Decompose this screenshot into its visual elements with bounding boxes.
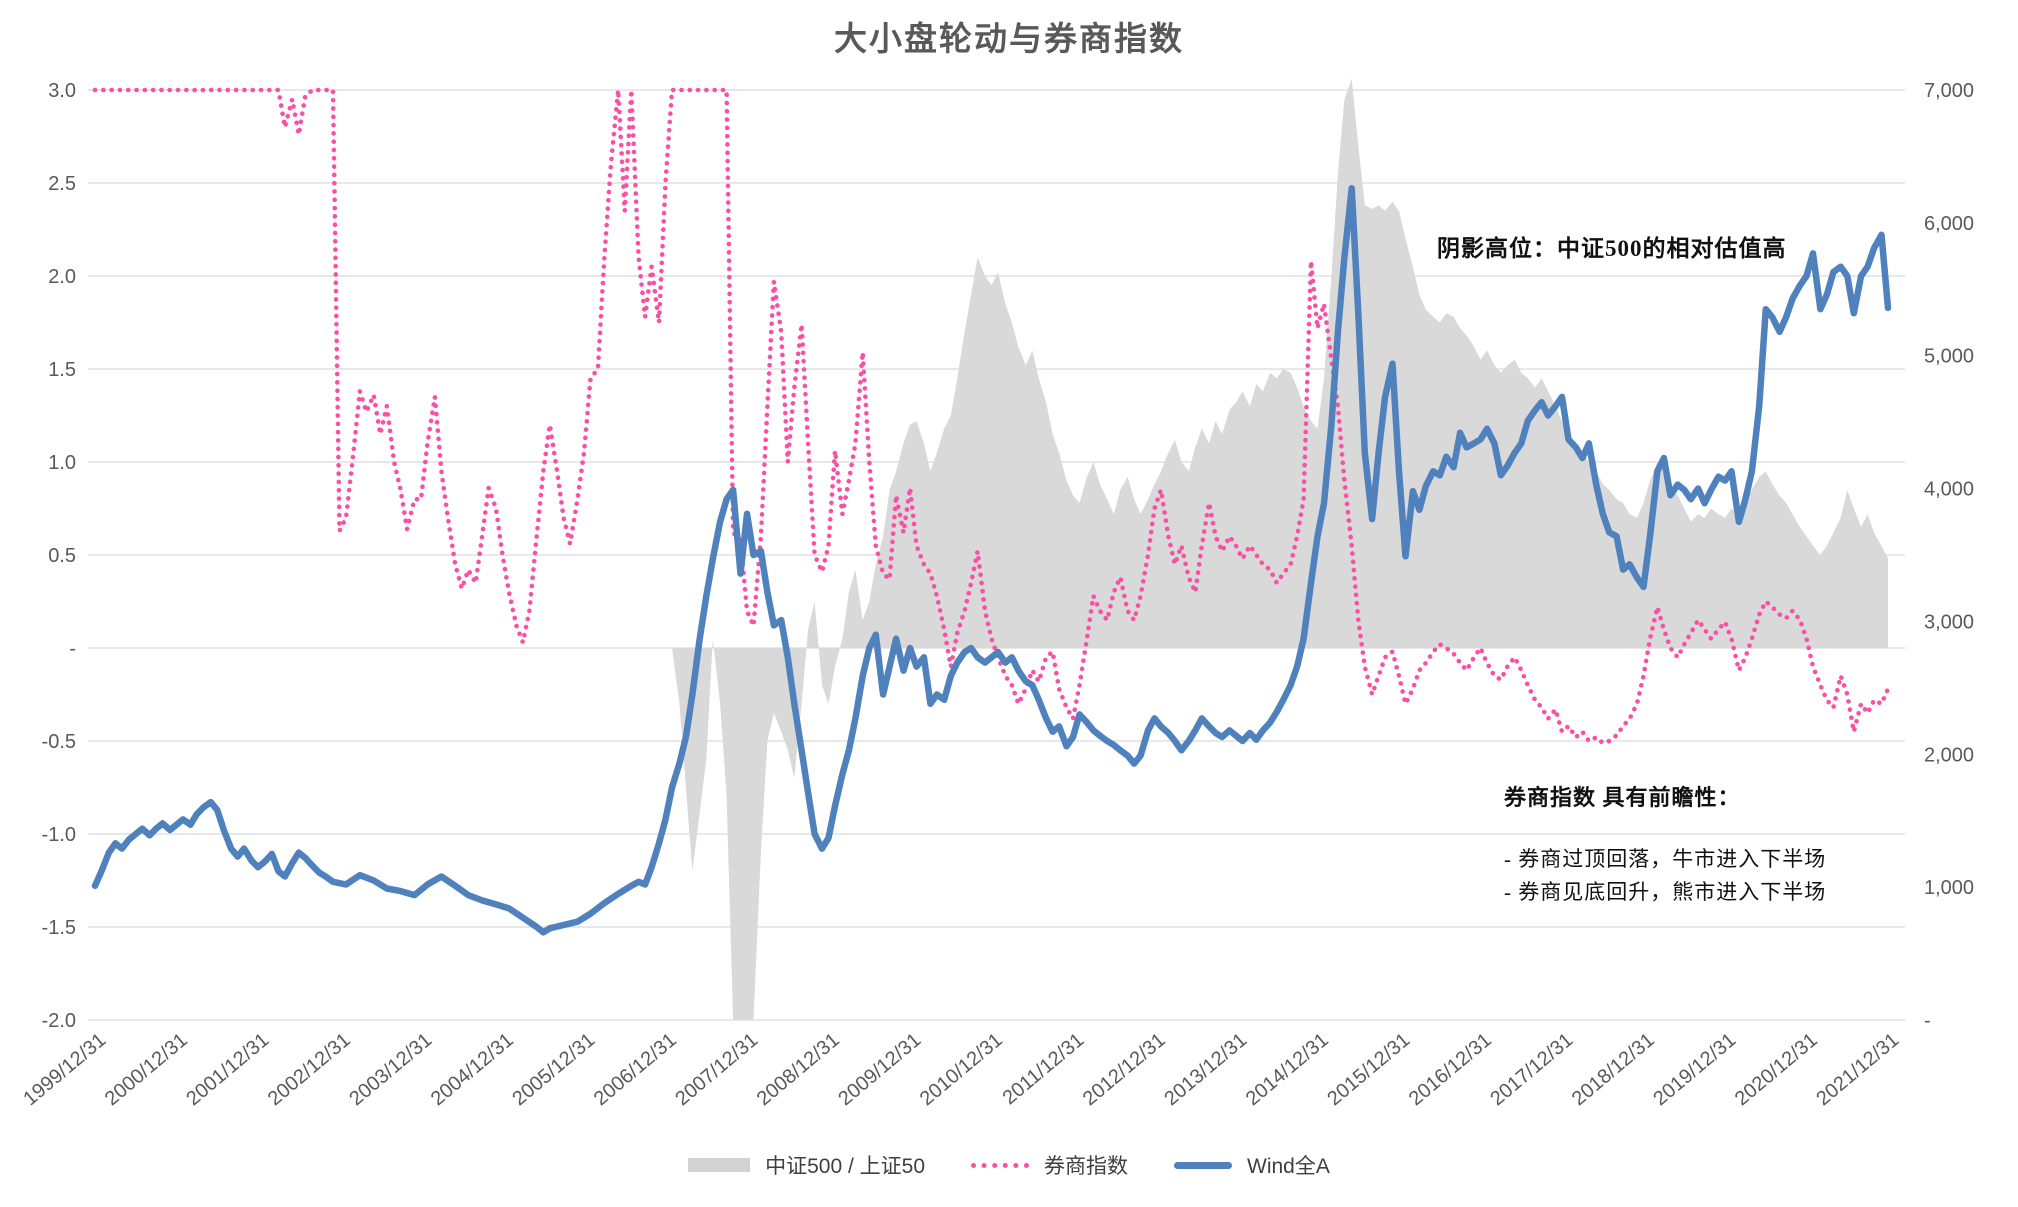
svg-text:3.0: 3.0 [48, 80, 76, 102]
svg-text:0.5: 0.5 [48, 545, 76, 567]
svg-text:2014/12/31: 2014/12/31 [1242, 1029, 1333, 1110]
svg-text:6,000: 6,000 [1924, 213, 1974, 235]
svg-text:1999/12/31: 1999/12/31 [19, 1029, 110, 1110]
legend-label-csi500-sse50: 中证500 / 上证50 [765, 1155, 926, 1178]
svg-text:2001/12/31: 2001/12/31 [182, 1029, 273, 1110]
svg-text:3,000: 3,000 [1924, 611, 1974, 633]
svg-text:2.5: 2.5 [48, 173, 76, 195]
svg-text:2002/12/31: 2002/12/31 [264, 1029, 355, 1110]
svg-text:1,000: 1,000 [1924, 877, 1974, 899]
svg-text:2019/12/31: 2019/12/31 [1649, 1029, 1740, 1110]
svg-text:-: - [1924, 1010, 1931, 1032]
dotted-series-broker-index [92, 87, 1891, 746]
chart-legend: 中证500 / 上证50 券商指数 Wind全A [0, 1150, 2018, 1180]
svg-text:2010/12/31: 2010/12/31 [916, 1029, 1007, 1110]
area-swatch-icon [688, 1158, 751, 1172]
x-axis-tick-labels: 1999/12/312000/12/312001/12/312002/12/31… [19, 1029, 1903, 1110]
svg-text:2015/12/31: 2015/12/31 [1323, 1029, 1414, 1110]
svg-text:2018/12/31: 2018/12/31 [1568, 1029, 1659, 1110]
svg-text:2005/12/31: 2005/12/31 [508, 1029, 599, 1110]
dotted-line-swatch-icon [971, 1162, 1030, 1168]
svg-text:2009/12/31: 2009/12/31 [834, 1029, 925, 1110]
line-series-wind-all-a [91, 185, 1892, 936]
line-swatch-icon [1174, 1161, 1233, 1169]
svg-text:1.0: 1.0 [48, 452, 76, 474]
svg-text:-1.0: -1.0 [42, 824, 76, 846]
svg-text:2,000: 2,000 [1924, 744, 1974, 766]
svg-text:2003/12/31: 2003/12/31 [345, 1029, 436, 1110]
svg-text:2.0: 2.0 [48, 266, 76, 288]
svg-text:-1.5: -1.5 [42, 917, 76, 939]
left-axis-tick-labels: 3.0 2.5 2.0 1.5 1.0 0.5 - -0.5 -1.0 -1.5 -2.0 [42, 80, 76, 1032]
legend-item-broker-index: 券商指数 [971, 1150, 1128, 1180]
annotation-shadow-note: 阴影高位：中证500的相对估值高 [1437, 236, 1787, 261]
legend-item-csi500-sse50: 中证500 / 上证50 [688, 1150, 925, 1180]
svg-text:2006/12/31: 2006/12/31 [590, 1029, 681, 1110]
svg-text:2007/12/31: 2007/12/31 [671, 1029, 762, 1110]
right-axis-tick-labels: 7,000 6,000 5,000 4,000 3,000 2,000 1,000 - [1924, 80, 1974, 1032]
svg-text:4,000: 4,000 [1924, 479, 1974, 501]
svg-text:2012/12/31: 2012/12/31 [1079, 1029, 1170, 1110]
svg-text:2000/12/31: 2000/12/31 [101, 1029, 192, 1110]
legend-label-broker-index: 券商指数 [1044, 1155, 1129, 1178]
annotation-broker-note: 券商指数 具有前瞻性： - 券商过顶回落，牛市进入下半场 - 券商见底回升，熊市… [1504, 780, 1826, 909]
annotation-broker-bullet-1: - 券商过顶回落，牛市进入下半场 [1504, 847, 1827, 871]
svg-text:2013/12/31: 2013/12/31 [1160, 1029, 1251, 1110]
chart-title: 大小盘轮动与券商指数 [834, 22, 1184, 58]
svg-text:5,000: 5,000 [1924, 346, 1974, 368]
svg-text:-0.5: -0.5 [42, 731, 76, 753]
annotation-broker-header: 券商指数 具有前瞻性： [1504, 785, 1741, 810]
svg-text:2008/12/31: 2008/12/31 [753, 1029, 844, 1110]
area-series-csi500-sse50 [672, 78, 1888, 1021]
svg-text:2021/12/31: 2021/12/31 [1812, 1029, 1903, 1110]
svg-text:-2.0: -2.0 [42, 1010, 76, 1032]
svg-text:2011/12/31: 2011/12/31 [999, 1029, 1089, 1109]
legend-item-wind-all-a: Wind全A [1174, 1150, 1330, 1180]
svg-text:1.5: 1.5 [48, 359, 76, 381]
svg-text:2016/12/31: 2016/12/31 [1405, 1029, 1496, 1110]
svg-text:2004/12/31: 2004/12/31 [427, 1029, 518, 1110]
svg-text:2017/12/31: 2017/12/31 [1486, 1029, 1577, 1110]
svg-text:-: - [69, 638, 76, 660]
annotation-broker-bullet-2: - 券商见底回升，熊市进入下半场 [1504, 880, 1827, 904]
legend-label-wind-all-a: Wind全A [1247, 1155, 1330, 1178]
svg-text:2020/12/31: 2020/12/31 [1731, 1029, 1822, 1110]
svg-text:7,000: 7,000 [1924, 80, 1974, 102]
